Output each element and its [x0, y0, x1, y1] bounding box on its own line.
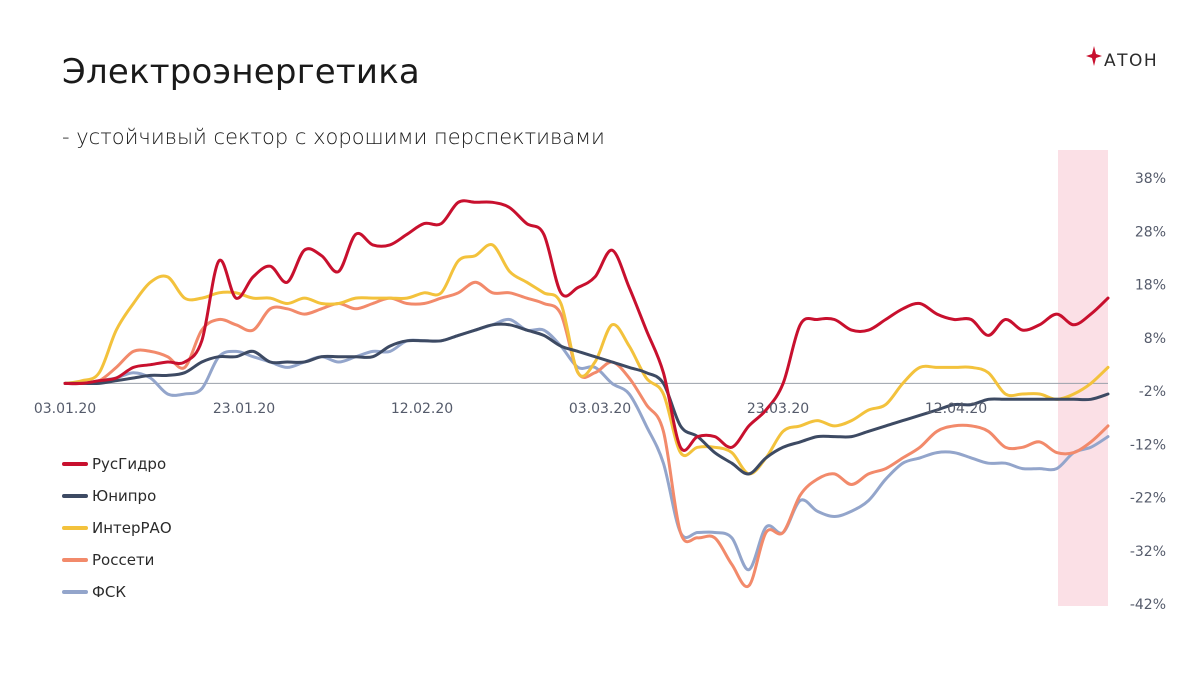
- series-line-3: [63, 243, 1110, 476]
- legend-label: ИнтерРАО: [92, 519, 172, 537]
- legend-swatch: [62, 494, 88, 498]
- y-tick-label: -32%: [1130, 544, 1166, 560]
- legend: РусГидро Юнипро ИнтерРАО Россети ФСК: [62, 448, 172, 608]
- x-tick-label: 03.01.20: [34, 401, 96, 417]
- x-tick-label: 23.01.20: [213, 401, 275, 417]
- y-tick-label: 8%: [1144, 331, 1166, 347]
- y-tick-label: -42%: [1130, 597, 1166, 613]
- y-tick-label: -2%: [1139, 384, 1166, 400]
- x-tick-label: 12.02.20: [391, 401, 453, 417]
- y-axis-ticks: 38% 28% 18% 8% -2% -12% -22% -32% -42%: [1130, 171, 1166, 613]
- legend-item: РусГидро: [62, 448, 172, 480]
- legend-swatch: [62, 558, 88, 562]
- legend-item: ИнтерРАО: [62, 512, 172, 544]
- legend-label: Россети: [92, 551, 155, 569]
- legend-label: РусГидро: [92, 455, 167, 473]
- legend-swatch: [62, 590, 88, 594]
- legend-item: ФСК: [62, 576, 172, 608]
- page-title: Электроэнергетика: [62, 52, 420, 92]
- y-tick-label: 18%: [1135, 278, 1166, 294]
- logo: АТОН: [1086, 45, 1172, 73]
- x-tick-label: 23.03.20: [747, 401, 809, 417]
- y-tick-label: -22%: [1130, 491, 1166, 507]
- y-tick-label: 38%: [1135, 171, 1166, 187]
- x-tick-label: 03.03.20: [569, 401, 631, 417]
- legend-item: Юнипро: [62, 480, 172, 512]
- x-tick-label: 12.04.20: [925, 401, 987, 417]
- series-line-5: [63, 317, 1110, 572]
- legend-swatch: [62, 526, 88, 530]
- logo-text: АТОН: [1104, 51, 1159, 71]
- legend-item: Россети: [62, 544, 172, 576]
- series-line-2: [63, 322, 1110, 476]
- legend-swatch: [62, 462, 88, 466]
- series-line-1: [63, 199, 1110, 452]
- series-group: [63, 199, 1110, 589]
- y-tick-label: -12%: [1130, 437, 1166, 453]
- logo-star-icon: [1086, 46, 1102, 66]
- legend-label: ФСК: [92, 583, 127, 601]
- series-line-4: [63, 280, 1110, 589]
- y-tick-label: 28%: [1135, 224, 1166, 240]
- legend-label: Юнипро: [92, 487, 157, 505]
- x-axis-ticks: 03.01.20 23.01.20 12.02.20 03.03.20 23.03.20…: [34, 401, 987, 417]
- recent-period-highlight: [1058, 150, 1108, 606]
- page-subtitle: - устойчивый сектор с хорошими перспекти…: [62, 125, 605, 149]
